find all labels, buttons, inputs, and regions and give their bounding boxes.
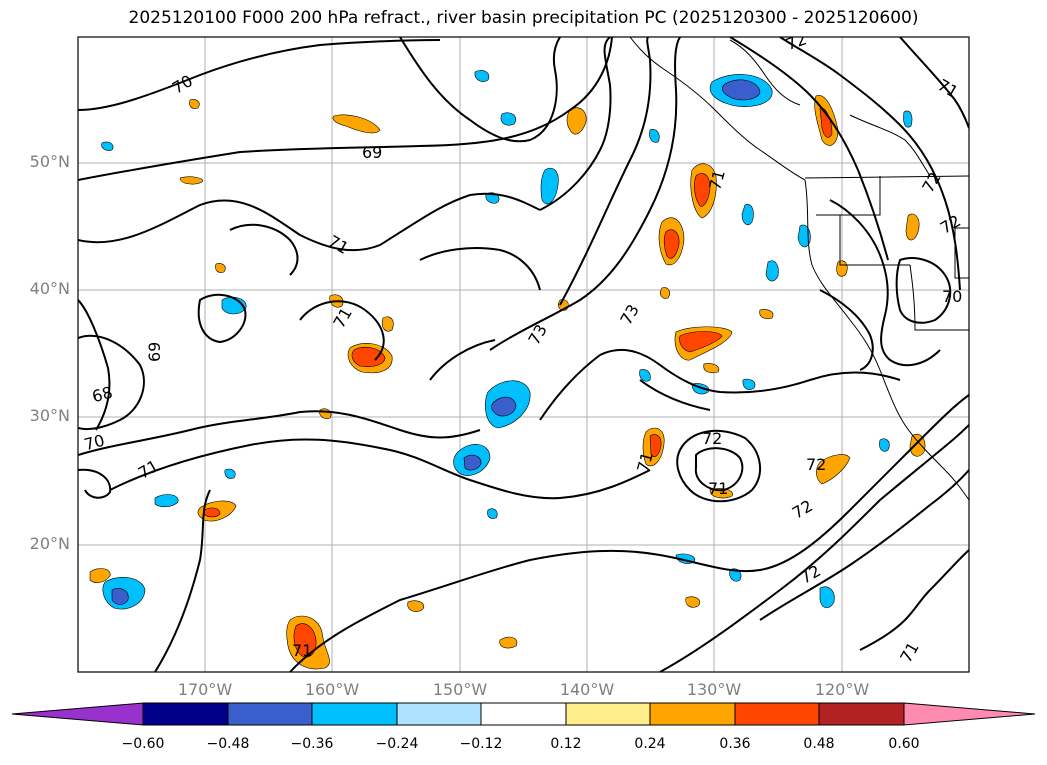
neg-patch	[765, 260, 779, 282]
neg-patch	[474, 70, 490, 82]
pos-patch	[332, 114, 381, 134]
contour-label: 71	[292, 641, 312, 660]
colorbar-swatch	[818, 702, 905, 726]
neg-patch	[741, 204, 754, 226]
lat-tick-label: 30°N	[29, 406, 70, 425]
pos-patch	[663, 229, 680, 259]
colorbar-swatch	[142, 702, 229, 726]
pos-patch	[649, 434, 662, 458]
colorbar-swatch	[565, 702, 651, 726]
lon-tick-label: 150°W	[432, 680, 488, 699]
neg-patch	[154, 494, 179, 508]
contour-label: 68	[90, 383, 115, 407]
contour-label: 71	[705, 168, 729, 193]
neg-patch	[797, 224, 811, 248]
neg-patch	[485, 192, 500, 204]
contour-label: 69	[145, 342, 164, 362]
contour-label: 71	[633, 450, 657, 475]
refractivity-contours	[78, 37, 969, 672]
colorbar-tick-label: −0.36	[290, 736, 334, 752]
colorbar-extend-high	[903, 702, 1036, 726]
neg-patch	[224, 468, 236, 479]
neg-patch	[111, 588, 129, 605]
contour-label: 69	[362, 143, 382, 162]
neg-patch	[649, 129, 660, 143]
lon-tick-label: 120°W	[814, 680, 870, 699]
colorbar-swatch	[311, 702, 398, 726]
neg-patch	[101, 141, 114, 151]
precipitation-shading	[89, 70, 926, 670]
colorbar-tick-label: 0.24	[634, 736, 666, 752]
colorbar-tick-label: −0.12	[459, 736, 503, 752]
contour-label: 70	[82, 431, 107, 455]
neg-patch	[491, 396, 517, 417]
contour-labels: 70 69 71 71 73 73 69 68 70 71 72 71 72 7…	[82, 37, 964, 666]
contour-label: 72	[702, 429, 722, 448]
colorbar-tick-label: −0.48	[206, 736, 250, 752]
lon-tick-label: 130°W	[686, 680, 742, 699]
pos-patch	[293, 623, 317, 658]
neg-patch	[487, 508, 498, 519]
neg-patch	[742, 378, 756, 390]
pos-patch	[89, 568, 111, 583]
colorbar-tick-label: 0.60	[888, 736, 920, 752]
lat-tick-label: 20°N	[29, 534, 70, 553]
neg-patch	[903, 110, 913, 128]
coastlines	[629, 37, 969, 501]
neg-patch	[500, 112, 517, 126]
pos-patch	[679, 331, 723, 353]
neg-patch	[721, 79, 761, 101]
contour-label: 70	[942, 287, 962, 306]
colorbar	[11, 702, 1036, 726]
neg-patch	[639, 369, 651, 382]
lon-tick-label: 140°W	[559, 680, 615, 699]
pos-patch	[836, 260, 848, 277]
contour-label: 72	[806, 455, 826, 474]
lat-tick-label: 50°N	[29, 152, 70, 171]
map-panel: 70 69 71 71 73 73 69 68 70 71 72 71 72 7…	[77, 36, 970, 673]
neg-patch	[540, 167, 559, 205]
pos-patch	[215, 263, 226, 273]
colorbar-swatch	[734, 702, 820, 726]
pos-patch	[660, 287, 670, 299]
pos-patch	[694, 173, 711, 207]
colorbar-tick-label: 0.12	[550, 736, 582, 752]
pos-patch	[499, 636, 518, 649]
pos-patch	[179, 176, 203, 185]
colorbar-tick-label: −0.60	[121, 736, 165, 752]
pos-patch	[816, 454, 851, 485]
colorbar-swatch	[649, 702, 736, 726]
neg-patch	[729, 568, 742, 582]
pos-patch	[566, 107, 587, 135]
lat-tick-label: 40°N	[29, 279, 70, 298]
neg-patch	[819, 586, 835, 609]
pos-patch	[203, 507, 221, 518]
map-title: 2025120100 F000 200 hPa refract., river …	[128, 8, 919, 28]
lon-tick-label: 160°W	[304, 680, 360, 699]
neg-patch	[463, 454, 482, 471]
colorbar-tick-label: −0.24	[375, 736, 419, 752]
colorbar-tick-label: 0.36	[719, 736, 751, 752]
pos-patch	[351, 346, 386, 368]
pos-patch	[381, 316, 394, 332]
pos-patch	[189, 99, 200, 109]
colorbar-swatch	[396, 702, 482, 726]
pos-patch	[759, 309, 774, 320]
pos-patch	[819, 107, 833, 138]
pos-patch	[407, 600, 425, 612]
colorbar-swatch	[227, 702, 313, 726]
colorbar-tick-label: 0.48	[803, 736, 835, 752]
pos-patch	[703, 363, 720, 374]
neg-patch	[879, 438, 890, 452]
pos-patch	[685, 596, 701, 608]
colorbar-extend-low	[11, 702, 144, 726]
lon-tick-label: 170°W	[177, 680, 233, 699]
colorbar-swatch	[480, 702, 567, 726]
contour-label: 71	[708, 479, 728, 498]
pos-patch	[905, 213, 920, 241]
